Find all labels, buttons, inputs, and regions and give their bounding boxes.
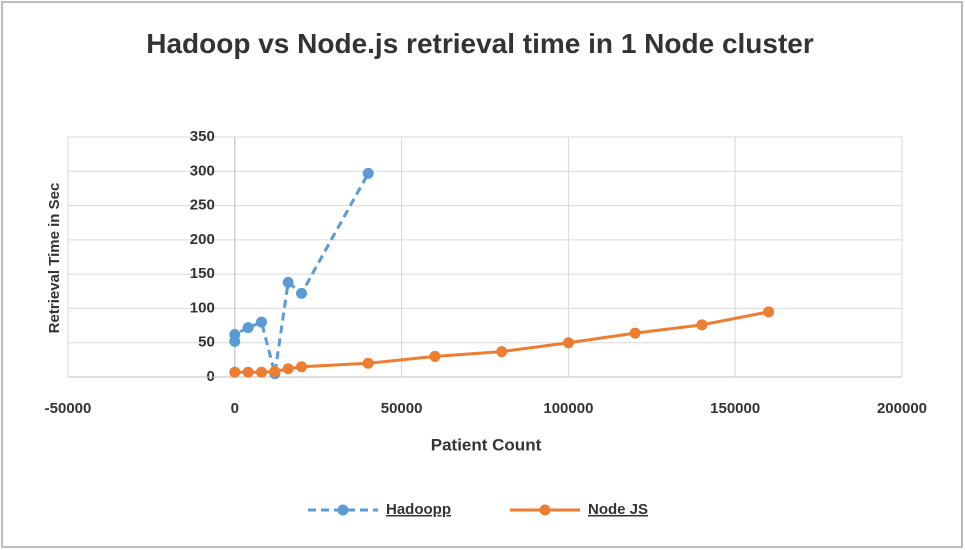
x-tick-label: 50000 <box>381 400 423 417</box>
data-point <box>362 167 374 179</box>
x-tick-label: 0 <box>231 400 239 417</box>
y-tick-label: 300 <box>190 162 215 179</box>
y-tick-label: 100 <box>190 299 215 316</box>
data-point <box>242 322 254 334</box>
data-point <box>229 366 241 378</box>
data-point <box>629 327 641 339</box>
data-point <box>696 319 708 331</box>
legend-marker <box>539 504 551 516</box>
y-tick-label: 0 <box>206 368 214 385</box>
data-point <box>763 306 775 318</box>
data-point <box>255 316 267 328</box>
x-tick-label: 100000 <box>543 400 593 417</box>
data-point <box>255 366 267 378</box>
data-point <box>242 366 254 378</box>
data-point <box>229 328 241 340</box>
x-tick-label: 200000 <box>877 400 927 417</box>
data-point <box>269 366 281 378</box>
data-point <box>429 350 441 362</box>
data-point <box>296 287 308 299</box>
chart-title: Hadoop vs Node.js retrieval time in 1 No… <box>146 28 814 59</box>
y-tick-label: 250 <box>190 197 215 214</box>
y-tick-label: 150 <box>190 265 215 282</box>
legend-label: Hadoopp <box>386 501 451 518</box>
data-point <box>496 346 508 358</box>
legend-marker <box>337 504 349 516</box>
y-tick-label: 50 <box>198 334 215 351</box>
legend-label: Node JS <box>588 501 648 518</box>
y-tick-label: 200 <box>190 231 215 248</box>
x-tick-label: -50000 <box>45 400 92 417</box>
y-tick-label: 350 <box>190 128 215 145</box>
y-axis-label: Retrieval Time in Sec <box>46 183 63 334</box>
data-point <box>296 361 308 373</box>
data-point <box>282 276 294 288</box>
data-point <box>362 357 374 369</box>
x-tick-label: 150000 <box>710 400 760 417</box>
data-point <box>282 363 294 375</box>
x-axis-label: Patient Count <box>431 435 542 454</box>
data-point <box>562 337 574 349</box>
